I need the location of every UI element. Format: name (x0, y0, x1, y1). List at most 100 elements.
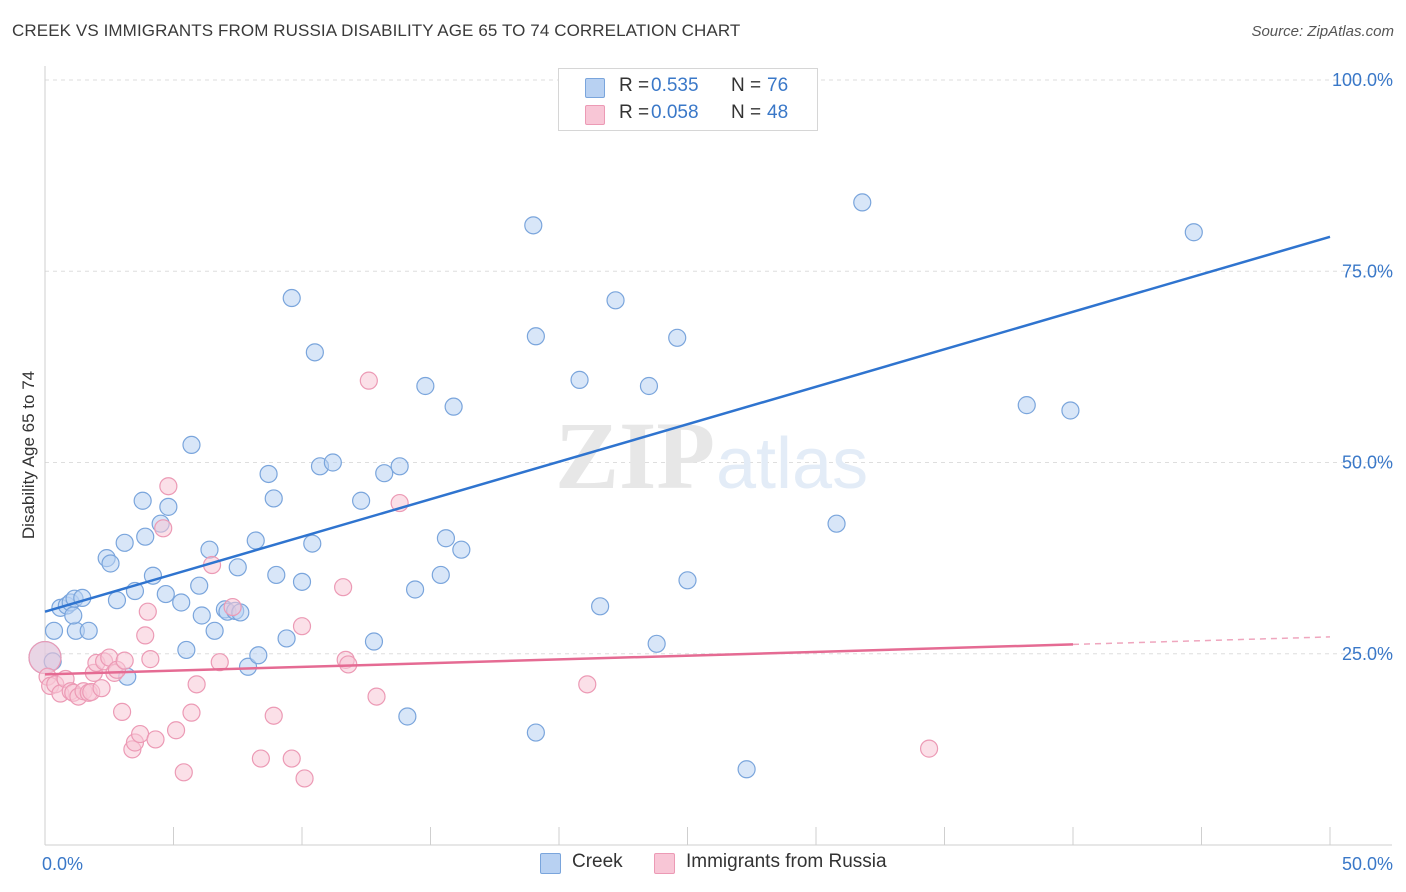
creek-point (238, 657, 258, 676)
russia-point (251, 749, 270, 768)
russia-point (154, 519, 173, 538)
creek-point (64, 606, 83, 625)
russia-point (210, 653, 229, 672)
russia-point (159, 477, 178, 496)
russia-point (264, 706, 283, 725)
creek-point (606, 291, 625, 310)
creek-point (303, 534, 322, 553)
russia-point (223, 597, 242, 617)
y-axis-title: Disability Age 65 to 74 (19, 371, 38, 539)
creek-point (136, 527, 155, 546)
trend-lines (44, 235, 1331, 676)
legend-n-value: 48 (767, 102, 789, 123)
stats-legend: R = 0.535 N = 76 R = 0.058 N = 48 (558, 68, 818, 131)
creek-point (200, 540, 219, 559)
creek-swatch (585, 78, 605, 98)
russia-point (141, 650, 160, 669)
creek-legend-swatch (540, 853, 561, 874)
creek-point (264, 489, 283, 508)
creek-point (352, 491, 371, 510)
creek-point (390, 457, 409, 476)
y-tick-label: 25.0% (1342, 644, 1393, 664)
creek-point (190, 576, 209, 595)
russia-point (359, 371, 378, 390)
x-tick-label: 0.0% (42, 854, 83, 874)
creek-point (305, 343, 324, 362)
legend-r-label: R = (619, 102, 650, 123)
legend-r-label: R = (619, 75, 650, 96)
legend-n-label: N = (731, 102, 762, 123)
creek-point (639, 376, 659, 396)
russia-point (182, 703, 201, 722)
creek-point (431, 565, 450, 585)
legend-n-label: N = (731, 75, 762, 96)
chart-title: CREEK VS IMMIGRANTS FROM RUSSIA DISABILI… (12, 21, 741, 40)
creek-point (133, 491, 152, 510)
creek-point (292, 572, 312, 591)
axis-labels: 25.0% 50.0% 75.0% 100.0% 0.0% 50.0% Disability… (19, 70, 1393, 874)
creek-point (228, 558, 247, 577)
creek-point (205, 621, 224, 640)
creek-point (591, 597, 610, 616)
russia-point (334, 578, 353, 597)
creek-point (375, 464, 394, 483)
creek-point (1061, 401, 1080, 420)
creek-point (526, 327, 545, 346)
creek-point (853, 193, 872, 212)
russia-point (166, 721, 186, 740)
creek-point (172, 593, 191, 612)
creek-point (398, 707, 417, 726)
russia-point (292, 617, 312, 636)
creek-point (405, 580, 425, 599)
creek-point (107, 591, 127, 610)
russia-point (115, 651, 134, 670)
y-tick-label: 100.0% (1332, 70, 1393, 90)
x-tick-label: 50.0% (1342, 854, 1393, 874)
trend-line-0 (44, 235, 1331, 613)
legend-r-value: 0.058 (651, 102, 699, 123)
russia-point (112, 702, 132, 721)
russia-point (138, 602, 157, 621)
creek-point (159, 497, 178, 516)
creek-point (246, 531, 265, 550)
source-credit: Source: ZipAtlas.com (1251, 23, 1394, 40)
grid-lines (45, 79, 1392, 655)
creek-point (101, 554, 120, 573)
trend-line-1 (44, 643, 1074, 676)
creek-point (182, 435, 201, 455)
russia-point (136, 626, 155, 645)
creek-point (678, 571, 697, 590)
creek-point (44, 621, 64, 640)
creek-point (364, 632, 384, 651)
creek-point (249, 646, 268, 665)
russia-point (367, 687, 386, 706)
creek-point (436, 529, 456, 548)
creek-point (323, 453, 342, 472)
russia-point (919, 739, 939, 758)
creek-point (416, 376, 435, 396)
creek-point (452, 540, 471, 559)
creek-point (570, 370, 589, 389)
russia-point (92, 679, 111, 698)
creek-point (259, 464, 278, 484)
scatter-points (28, 70, 1203, 788)
legend-r-value: 0.535 (651, 75, 699, 96)
trend-line-dashed-1 (1072, 636, 1331, 646)
creek-point (668, 328, 687, 347)
axes (44, 66, 1392, 846)
creek-point (526, 723, 545, 742)
legend-n-value: 76 (767, 75, 789, 96)
creek-point (282, 288, 301, 308)
russia-point (295, 769, 314, 788)
creek-point (827, 514, 846, 533)
creek-point (1017, 396, 1036, 415)
russia-legend-label: Immigrants from Russia (686, 851, 887, 872)
russia-point (187, 675, 206, 694)
creek-legend-label: Creek (572, 851, 623, 872)
russia-point (146, 730, 165, 749)
creek-point (444, 397, 463, 416)
creek-point (737, 760, 756, 779)
creek-point (647, 634, 666, 653)
creek-point (1184, 223, 1203, 242)
russia-swatch (585, 105, 605, 125)
